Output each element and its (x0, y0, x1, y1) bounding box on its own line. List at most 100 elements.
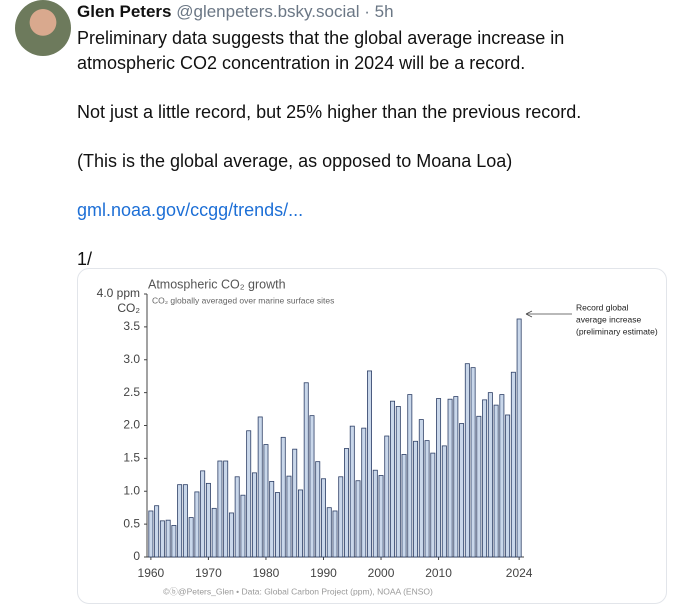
bar (436, 398, 442, 558)
separator: · (364, 2, 370, 21)
bar (355, 480, 361, 558)
annotation: (preliminary estimate) (576, 326, 658, 336)
bar (367, 370, 372, 558)
bar (269, 480, 275, 558)
bar (378, 475, 384, 558)
bar (263, 444, 269, 558)
y-tick-label: 0 (133, 549, 140, 563)
bar (441, 445, 447, 558)
author-name[interactable]: Glen Peters (77, 2, 172, 21)
bar (407, 394, 413, 558)
bar (505, 414, 511, 558)
bar (390, 400, 396, 558)
bar (159, 520, 165, 558)
bar (205, 482, 211, 558)
bar (148, 510, 154, 558)
bar (361, 427, 367, 558)
post-body: Preliminary data suggests that the globa… (77, 26, 657, 296)
bar (280, 436, 286, 558)
bar (251, 472, 257, 558)
bar (246, 430, 252, 558)
bar (240, 494, 246, 558)
bar (234, 476, 240, 558)
paragraph: Preliminary data suggests that the globa… (77, 28, 565, 73)
author-handle[interactable]: @glenpeters.bsky.social (176, 2, 360, 21)
y-tick-label: 3.5 (123, 319, 140, 333)
image-card[interactable] (77, 268, 667, 604)
bar (211, 507, 217, 558)
annotation-arrowhead (525, 310, 533, 318)
y-tick-label: 4.0 ppm (97, 286, 140, 300)
bar (453, 396, 459, 558)
bar (344, 448, 349, 558)
bar (384, 435, 390, 558)
bar (286, 475, 292, 558)
bar (447, 398, 453, 558)
y-unit: CO₂ (117, 301, 140, 315)
bar (499, 394, 505, 558)
post-time[interactable]: 5h (374, 2, 394, 21)
bar (165, 519, 171, 558)
annotation: Record global (576, 302, 629, 312)
bar (413, 440, 419, 558)
bar (228, 512, 234, 558)
bar (349, 425, 355, 558)
y-tick-label: 1.5 (123, 451, 140, 465)
bar (418, 419, 424, 558)
bar (459, 423, 465, 558)
bar (338, 476, 344, 558)
y-tick-label: 1.0 (123, 483, 140, 497)
bar (476, 415, 482, 558)
avatar[interactable] (15, 0, 71, 56)
bar (315, 461, 321, 558)
bar (194, 491, 200, 558)
y-tick-label: 0.5 (123, 516, 140, 530)
bar (309, 415, 315, 558)
bar (487, 392, 493, 558)
bar (516, 318, 522, 558)
x-tick-label: 1980 (253, 566, 280, 580)
chart-subtitle: CO₂ globally averaged over marine surfac… (152, 295, 334, 305)
x-tick-label: 1960 (138, 566, 165, 580)
bar (292, 448, 298, 558)
bar (274, 492, 280, 558)
bar (424, 440, 430, 558)
bar (298, 489, 303, 558)
x-tick-label: 2024 (506, 566, 533, 580)
bar (326, 507, 332, 558)
bar (510, 371, 516, 558)
bar (188, 517, 194, 558)
paragraph: Not just a little record, but 25% higher… (77, 102, 582, 122)
post-header: Glen Peters @glenpeters.bsky.social · 5h (77, 2, 394, 22)
link[interactable]: gml.noaa.gov/ccgg/trends/... (77, 200, 304, 220)
bar (200, 470, 206, 558)
bar (303, 382, 309, 558)
bar (177, 484, 183, 558)
x-tick-label: 2000 (368, 566, 395, 580)
annotation: average increase (576, 314, 641, 324)
bar (395, 406, 401, 558)
bar (372, 469, 378, 558)
bar (482, 399, 488, 558)
bar (493, 404, 499, 558)
x-tick-label: 2010 (425, 566, 452, 580)
bar (464, 363, 470, 558)
chart-title: Atmospheric CO₂ growth (148, 277, 286, 291)
bar (430, 452, 436, 558)
bar (217, 460, 223, 558)
x-tick-label: 1970 (195, 566, 222, 580)
y-tick-label: 3.0 (123, 352, 140, 366)
bar (182, 484, 188, 558)
y-tick-label: 2.5 (123, 385, 140, 399)
bar (223, 460, 229, 558)
bar (321, 478, 326, 558)
bar (171, 525, 177, 558)
bar (257, 416, 263, 558)
y-tick-label: 2.0 (123, 418, 140, 432)
paragraph: (This is the global average, as opposed … (77, 151, 513, 171)
chart-footer: ©ⓑ@Peters_Glen • Data: Global Carbon Pro… (163, 586, 433, 596)
bar (470, 367, 476, 558)
thread-marker: 1/ (77, 249, 93, 269)
x-tick-label: 1990 (310, 566, 337, 580)
